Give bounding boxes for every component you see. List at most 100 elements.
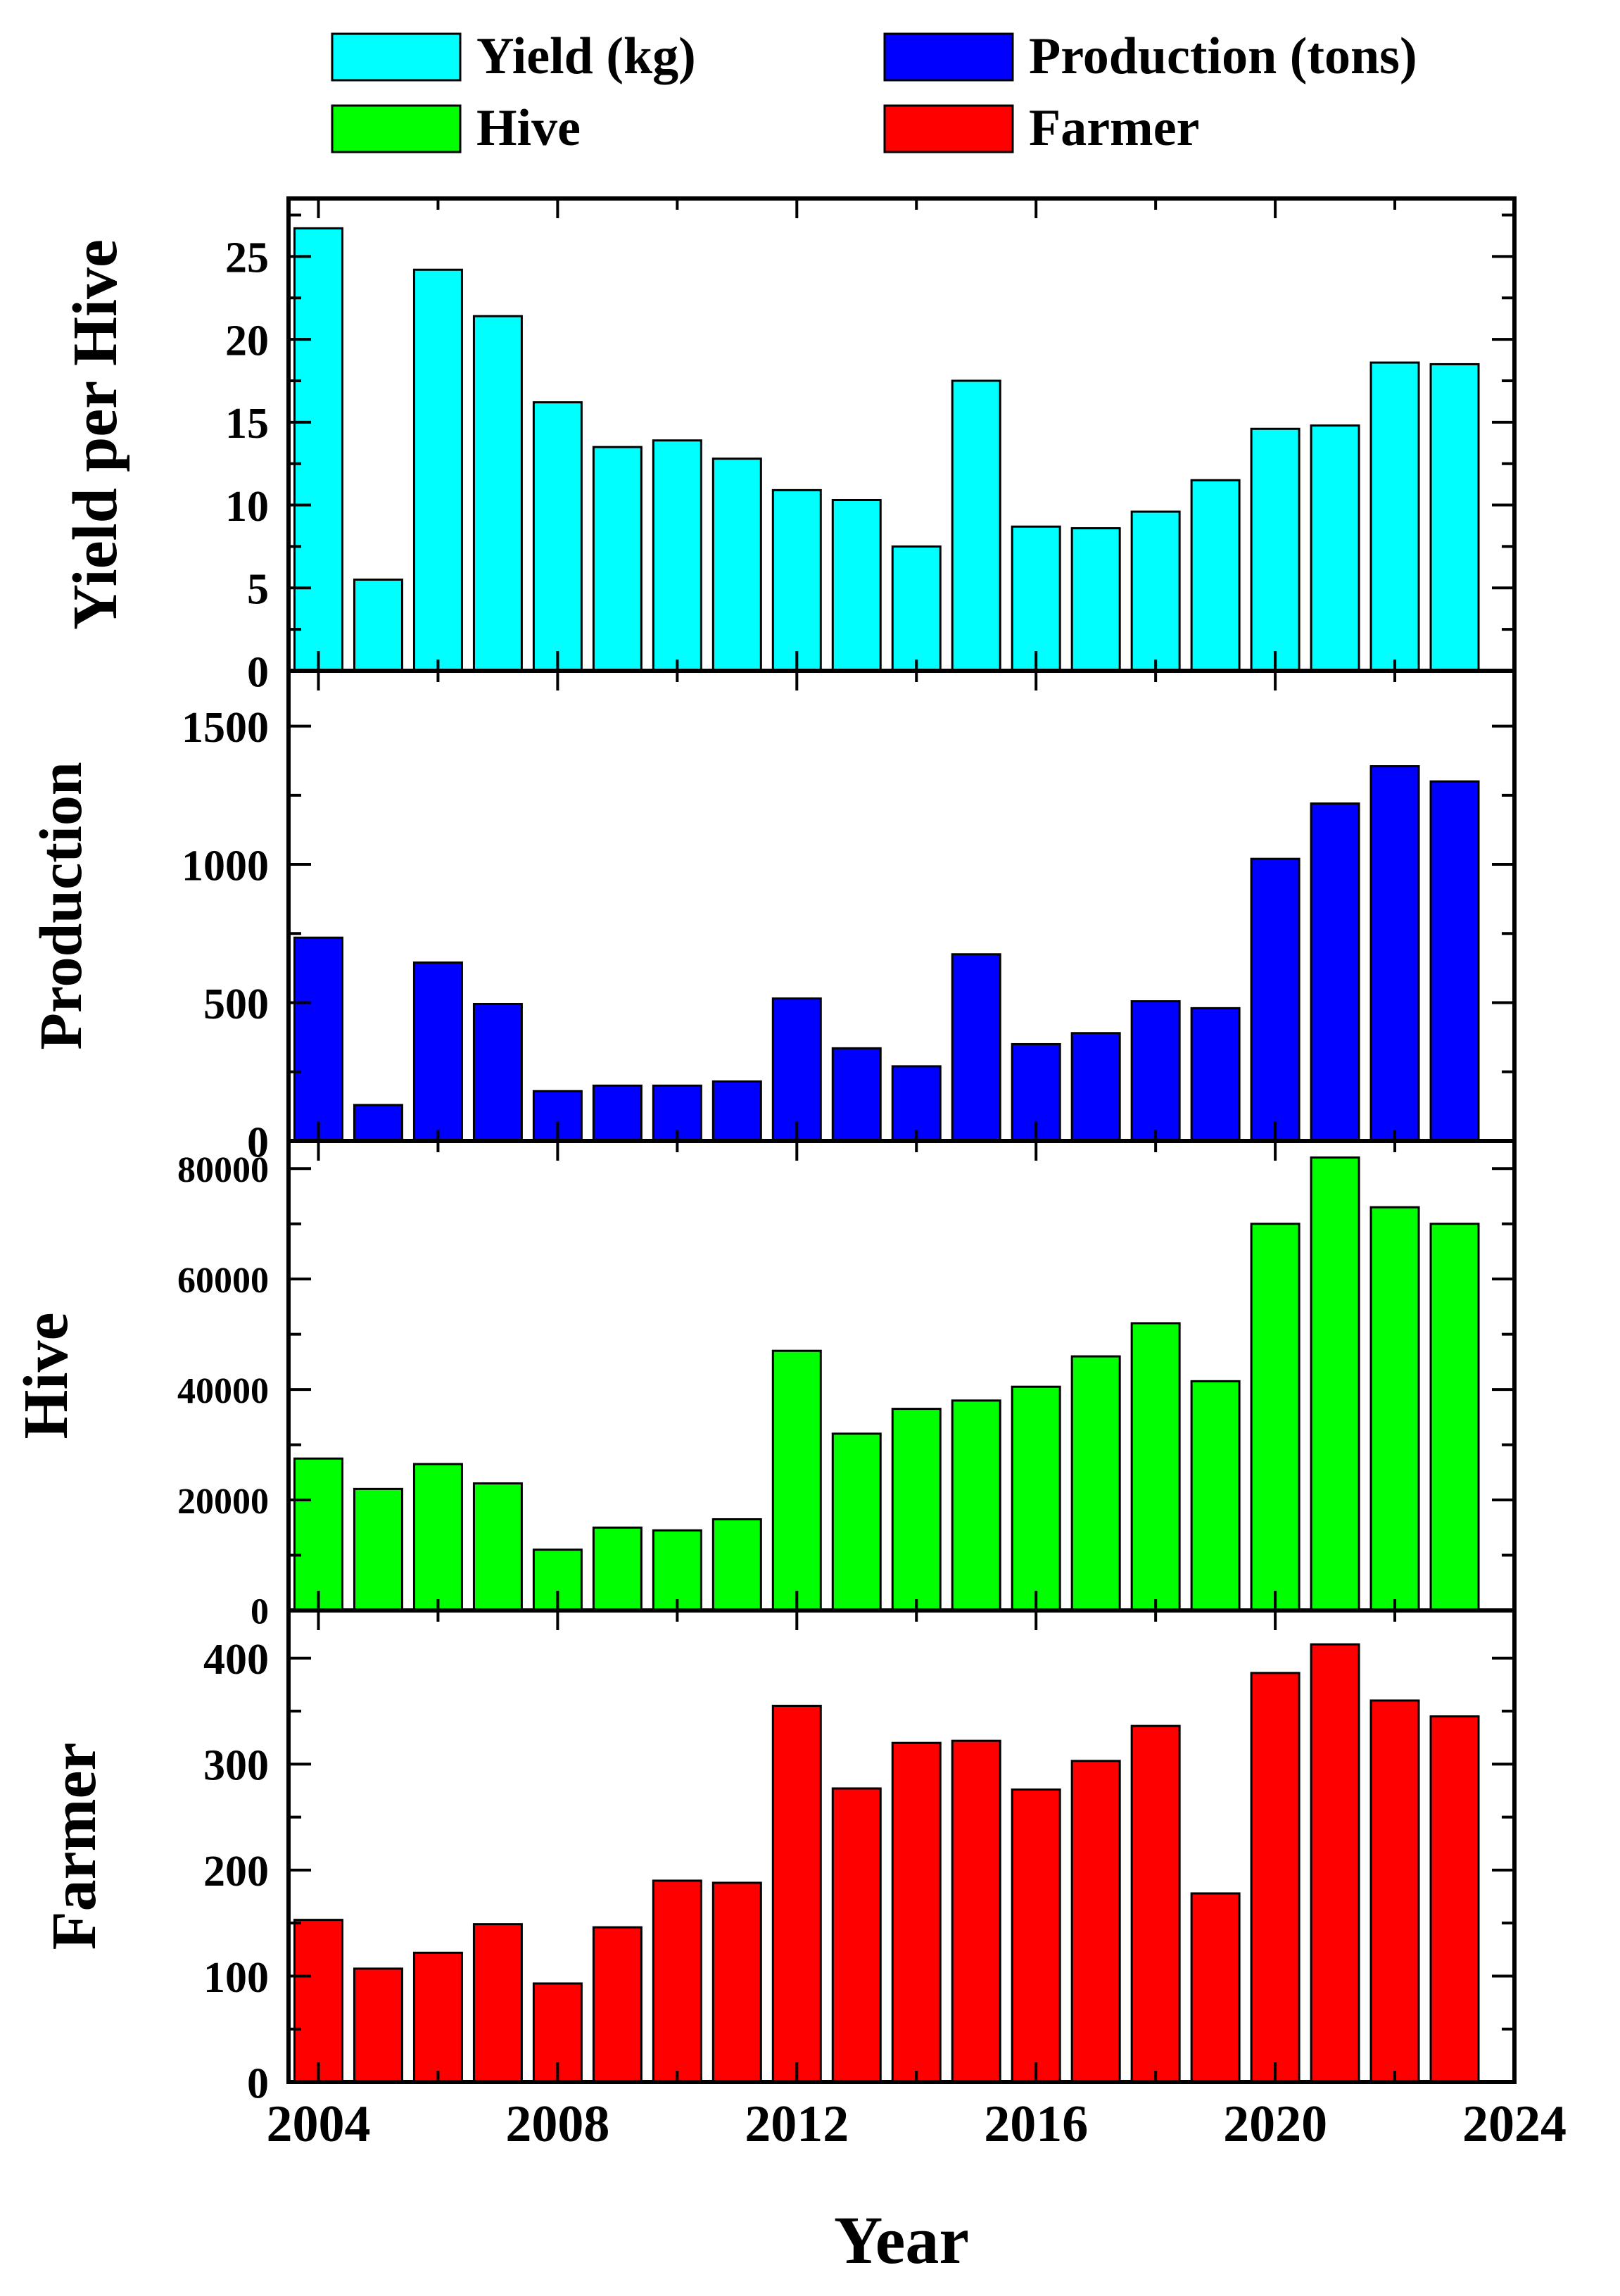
- bar-yieldkg-2021: [1310, 424, 1360, 672]
- bar-productiontons-2017: [1070, 1032, 1121, 1142]
- y-tick-label-500: 500: [203, 980, 269, 1028]
- bar-productiontons-2005: [353, 1104, 403, 1142]
- bar-yieldkg-2020: [1250, 427, 1301, 672]
- bar-productiontons-2006: [412, 961, 463, 1142]
- bar-yieldkg-2010: [652, 439, 702, 672]
- bar-productiontons-2015: [951, 953, 1001, 1142]
- panel-2: 0 500 1000 1500 Production: [27, 669, 1517, 1166]
- bar-farmer-2018: [1130, 1724, 1181, 2083]
- panel-4: 0 100 200 300 400 Farmer: [39, 1608, 1517, 2107]
- bar-productiontons-2007: [472, 1002, 523, 1142]
- bar-yieldkg-2009: [592, 446, 643, 672]
- x-tick-label-2020: 2020: [1223, 2095, 1327, 2153]
- bar-farmer-2012: [771, 1705, 822, 2083]
- bar-hive-2005: [353, 1487, 403, 1612]
- y-tick-label-300: 300: [203, 1742, 269, 1790]
- y-tick-label-25: 25: [225, 234, 269, 282]
- bar-yieldkg-2016: [1011, 525, 1061, 672]
- bar-farmer-2007: [472, 1923, 523, 2083]
- bar-farmer-2015: [951, 1739, 1001, 2083]
- bar-productiontons-2011: [711, 1080, 762, 1142]
- y-axis-label-4: Farmer: [39, 1743, 109, 1950]
- bar-farmer-2021: [1310, 1643, 1360, 2083]
- legend-swatch-3: [331, 104, 462, 153]
- y-tick-label-20000: 20000: [177, 1482, 269, 1522]
- bar-hive-2017: [1070, 1355, 1121, 1612]
- x-tick-label-2012: 2012: [745, 2095, 849, 2153]
- bar-farmer-2010: [652, 1879, 702, 2083]
- legend-swatch-4: [883, 104, 1014, 153]
- bar-hive-2019: [1190, 1380, 1241, 1612]
- bar-farmer-2005: [353, 1967, 403, 2083]
- panel-3: 0 20000 40000 60000 80000 Hive: [11, 1139, 1517, 1632]
- bar-productiontons-2023: [1429, 780, 1480, 1142]
- bar-yieldkg-2006: [412, 268, 463, 672]
- bar-hive-2015: [951, 1399, 1001, 1612]
- y-axis-label-2: Production: [27, 762, 94, 1049]
- y-tick-label-0: 0: [247, 2060, 269, 2107]
- bar-hive-2016: [1011, 1385, 1061, 1612]
- bar-hive-2023: [1429, 1223, 1480, 1612]
- bar-hive-2018: [1130, 1322, 1181, 1612]
- bar-hive-2014: [891, 1408, 942, 1612]
- bar-hive-2006: [412, 1463, 463, 1612]
- x-tick-label-2024: 2024: [1462, 2095, 1567, 2153]
- bar-productiontons-2016: [1011, 1042, 1061, 1142]
- bar-farmer-2020: [1250, 1672, 1301, 2083]
- bar-yieldkg-2008: [532, 401, 583, 672]
- bar-productiontons-2012: [771, 997, 822, 1142]
- bar-farmer-2017: [1070, 1760, 1121, 2083]
- x-tick-label-2004: 2004: [266, 2095, 370, 2153]
- bar-productiontons-2020: [1250, 857, 1301, 1142]
- y-tick-label-40000: 40000: [177, 1371, 269, 1411]
- bar-hive-2009: [592, 1526, 643, 1612]
- bar-hive-2012: [771, 1349, 822, 1612]
- bar-yieldkg-2018: [1130, 510, 1181, 672]
- y-axis-label-1: Yield per Hive: [61, 239, 130, 630]
- bar-hive-2013: [831, 1432, 882, 1612]
- y-tick-label-15: 15: [225, 400, 269, 448]
- legend-label-2: Production (tons): [1029, 27, 1417, 85]
- y-tick-label-400: 400: [203, 1636, 269, 1684]
- legend-swatch-1: [331, 32, 462, 82]
- bar-productiontons-2013: [831, 1047, 882, 1142]
- bar-farmer-2016: [1011, 1788, 1061, 2083]
- bar-productiontons-2021: [1310, 802, 1360, 1142]
- x-axis-label: Year: [834, 2202, 969, 2278]
- legend-label-4: Farmer: [1029, 99, 1199, 157]
- bar-yieldkg-2015: [951, 379, 1001, 672]
- bar-hive-2010: [652, 1529, 702, 1612]
- bar-yieldkg-2005: [353, 579, 403, 672]
- bar-yieldkg-2017: [1070, 527, 1121, 672]
- x-tick-label-2016: 2016: [984, 2095, 1088, 2153]
- bar-hive-2022: [1369, 1206, 1420, 1612]
- bar-farmer-2022: [1369, 1699, 1420, 2083]
- bar-hive-2004: [293, 1457, 343, 1612]
- bar-farmer-2009: [592, 1926, 643, 2083]
- bar-yieldkg-2007: [472, 315, 523, 672]
- bar-farmer-2019: [1190, 1892, 1241, 2083]
- y-tick-label-60000: 60000: [177, 1261, 269, 1301]
- bar-yieldkg-2022: [1369, 361, 1420, 672]
- y-tick-label-1000: 1000: [182, 842, 269, 890]
- bar-farmer-2011: [711, 1881, 762, 2083]
- bar-hive-2011: [711, 1518, 762, 1612]
- legend-swatch-2: [883, 32, 1014, 82]
- bar-yieldkg-2013: [831, 498, 882, 672]
- y-tick-label-20: 20: [225, 317, 269, 365]
- y-tick-label-5: 5: [247, 566, 269, 614]
- bar-farmer-2013: [831, 1787, 882, 2083]
- y-tick-label-0: 0: [247, 1118, 269, 1166]
- bar-yieldkg-2004: [293, 227, 343, 672]
- panel-frame: [286, 1608, 1517, 2084]
- bar-productiontons-2022: [1369, 765, 1420, 1142]
- y-tick-label-200: 200: [203, 1848, 269, 1896]
- bar-farmer-2023: [1429, 1715, 1480, 2083]
- y-tick-label-80000: 80000: [177, 1150, 269, 1190]
- bar-hive-2021: [1310, 1156, 1360, 1612]
- bar-yieldkg-2019: [1190, 479, 1241, 672]
- bar-productiontons-2004: [293, 936, 343, 1142]
- legend-label-1: Yield (kg): [476, 27, 696, 85]
- bar-productiontons-2009: [592, 1084, 643, 1142]
